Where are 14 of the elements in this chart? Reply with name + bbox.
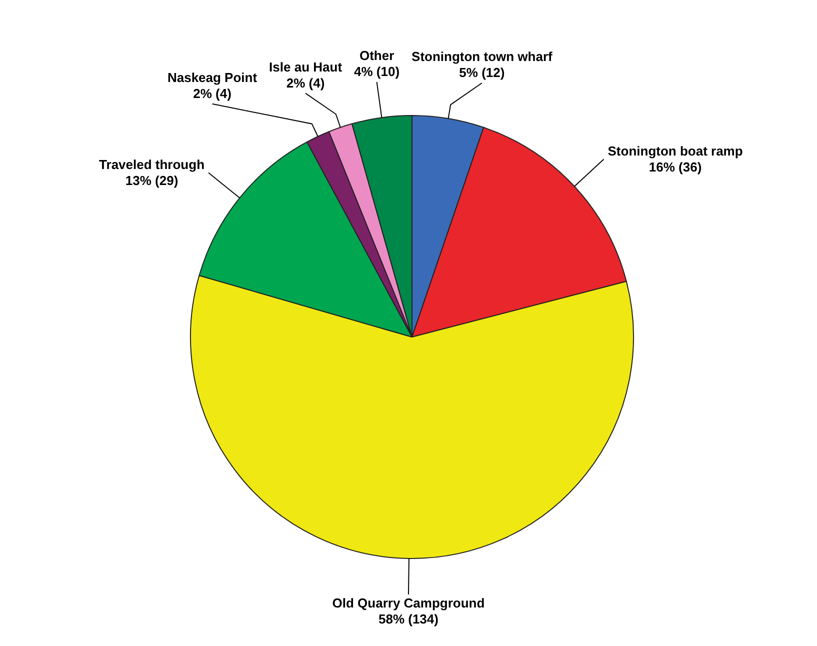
slice-label: Isle au Haut: [269, 59, 343, 74]
slice-label: Stonington town wharf: [412, 49, 554, 64]
slice-label: Traveled through: [99, 156, 205, 172]
data-label: 5% (12): [459, 65, 505, 80]
slice-label: Old Quarry Campground: [332, 596, 485, 611]
data-label: 2% (4): [193, 86, 232, 101]
data-label: 4% (10): [354, 64, 400, 79]
data-label: 2% (4): [286, 75, 325, 90]
data-label: 13% (29): [125, 172, 178, 188]
slice-label: Other: [359, 48, 394, 63]
data-label: 58% (134): [378, 612, 438, 627]
data-label: 16% (36): [648, 159, 702, 174]
slice-label: Stonington boat ramp: [608, 143, 743, 158]
slice-label: Naskeag Point: [167, 70, 258, 85]
